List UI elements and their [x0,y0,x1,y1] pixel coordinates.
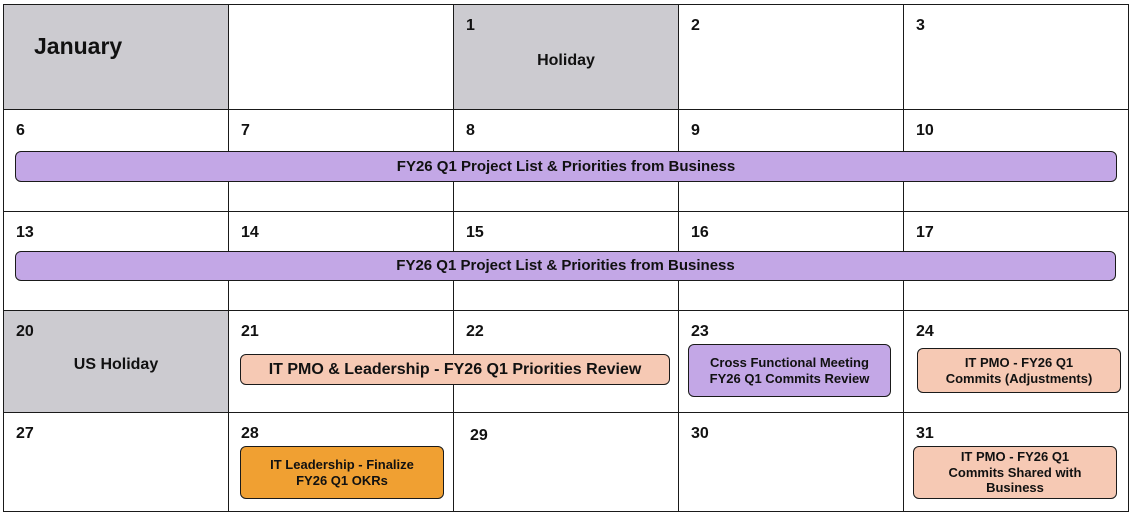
day-number: 31 [916,425,934,442]
day-number: 24 [916,323,934,340]
day-cell-29[interactable]: 29 [453,412,679,512]
day-cell-27[interactable]: 27 [3,412,229,512]
day-cell-30[interactable]: 30 [678,412,904,512]
day-number: 28 [241,425,259,442]
day-number: 30 [691,425,709,442]
event-cross-functional-meeting[interactable]: Cross Functional Meeting FY26 Q1 Commits… [688,344,891,397]
day-number: 16 [691,224,709,241]
event-it-leadership-finalize-okrs[interactable]: IT Leadership - Finalize FY26 Q1 OKRs [240,446,444,499]
day-number: 13 [16,224,34,241]
day-number: 2 [691,17,700,34]
day-cell-3[interactable]: 3 [903,4,1129,110]
day-number: 9 [691,122,700,139]
day-number: 20 [16,323,34,340]
day-number: 21 [241,323,259,340]
day-number: 17 [916,224,934,241]
event-it-pmo-adjustments[interactable]: IT PMO - FY26 Q1 Commits (Adjustments) [917,348,1121,393]
day-number: 3 [916,17,925,34]
day-number: 6 [16,122,25,139]
day-number: 1 [466,17,475,34]
day-cell-2[interactable]: 2 [678,4,904,110]
day-cell-1[interactable]: 1 Holiday [453,4,679,110]
day-number: 7 [241,122,250,139]
holiday-label: US Holiday [73,356,159,373]
day-number: 22 [466,323,484,340]
day-number: 29 [470,427,488,444]
event-project-list-week2[interactable]: FY26 Q1 Project List & Priorities from B… [15,151,1117,182]
day-number: 8 [466,122,475,139]
day-number: 15 [466,224,484,241]
day-number: 27 [16,425,34,442]
day-cell-20[interactable]: 20 US Holiday [3,310,229,413]
month-title: January [34,33,123,59]
event-it-pmo-leadership-review[interactable]: IT PMO & Leadership - FY26 Q1 Priorities… [240,354,670,385]
day-cell-empty [228,4,454,110]
day-number: 23 [691,323,709,340]
event-project-list-week3[interactable]: FY26 Q1 Project List & Priorities from B… [15,251,1116,281]
month-header-cell: January [3,4,229,110]
calendar-grid: January 1 Holiday 2 3 6 7 8 9 10 13 14 1… [3,4,1129,512]
event-it-pmo-commits-shared[interactable]: IT PMO - FY26 Q1 Commits Shared with Bus… [913,446,1117,499]
holiday-label: Holiday [537,52,595,69]
day-number: 10 [916,122,934,139]
day-number: 14 [241,224,259,241]
